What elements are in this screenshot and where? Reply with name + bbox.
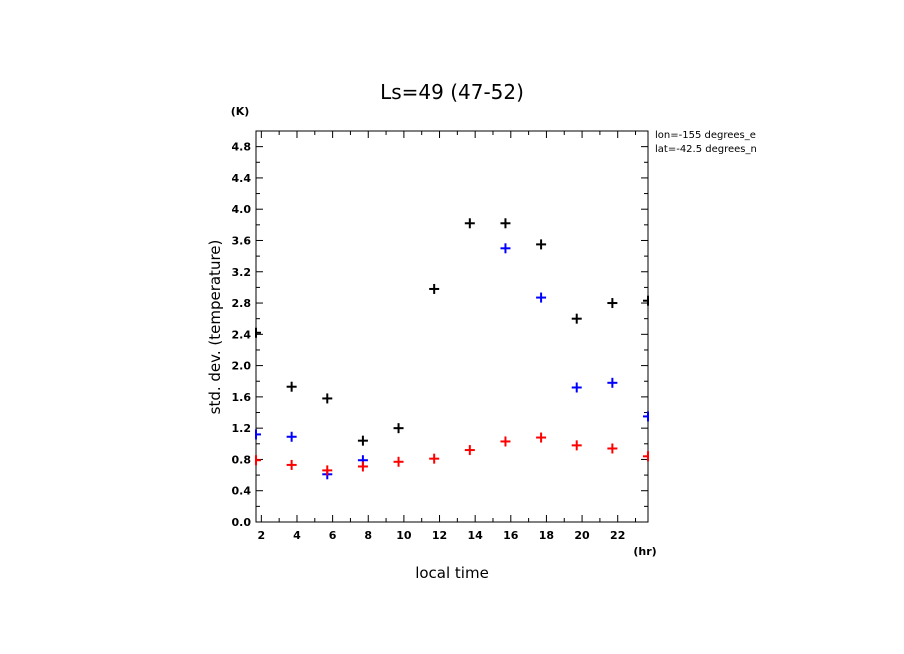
data-point-series-1 [607, 377, 618, 388]
annotation-lon: lon=-155 degrees_e [655, 130, 756, 141]
data-point-series-0 [357, 435, 368, 446]
y-tick-label: 4.0 [232, 203, 252, 216]
data-point-series-1 [536, 292, 547, 303]
x-tick-label: 22 [610, 529, 625, 542]
marks-layer [255, 218, 649, 480]
x-tick-label: 6 [329, 529, 337, 542]
plot-frame [255, 130, 649, 523]
data-point-series-2 [464, 445, 475, 456]
y-tick-label: 0.0 [232, 516, 252, 529]
x-tick-label: 4 [293, 529, 301, 542]
x-tick-label: 8 [364, 529, 372, 542]
data-point-series-0 [607, 298, 618, 309]
data-point-series-2 [571, 440, 582, 451]
y-tick-label: 2.4 [232, 328, 252, 341]
x-tick-label: 2 [258, 529, 266, 542]
data-point-series-0 [536, 239, 547, 250]
data-point-series-2 [643, 451, 649, 462]
data-point-series-2 [429, 453, 440, 464]
y-tick-label: 1.6 [232, 391, 252, 404]
data-point-series-2 [255, 455, 261, 466]
y-tick-label: 4.4 [232, 172, 252, 185]
y-axis-title: std. dev. (temperature) [206, 240, 224, 415]
data-point-series-0 [255, 327, 261, 338]
data-point-series-2 [607, 443, 618, 454]
y-tick-label: 0.4 [232, 485, 252, 498]
y-tick-label: 2.8 [232, 297, 252, 310]
x-tick-label: 16 [503, 529, 519, 542]
annotation-lat: lat=-42.5 degrees_n [655, 144, 757, 155]
y-tick-label: 2.0 [232, 360, 252, 373]
x-tick-label: 18 [539, 529, 554, 542]
x-axis-title: local time [415, 564, 489, 582]
data-point-series-2 [322, 465, 333, 476]
data-point-series-2 [286, 459, 297, 470]
data-point-series-0 [571, 313, 582, 324]
y-tick-label: 3.6 [232, 234, 252, 247]
data-point-series-2 [500, 436, 511, 447]
data-point-series-1 [500, 243, 511, 254]
data-point-series-2 [536, 432, 547, 443]
data-point-series-0 [322, 393, 333, 404]
y-axis-unit: (K) [231, 105, 250, 118]
ticks-layer: 0.0 0.4 0.8 1.2 1.6 2.0 2.4 2.8 3.2 3.6 4.0 4.4 4.8 2… [232, 131, 648, 542]
x-tick-label: 10 [396, 529, 412, 542]
x-tick-label: 14 [468, 529, 484, 542]
data-point-series-2 [393, 456, 404, 467]
data-point-series-1 [255, 429, 261, 440]
data-point-series-0 [393, 423, 404, 434]
data-point-series-1 [571, 382, 582, 393]
x-tick-label: 20 [574, 529, 590, 542]
data-point-series-1 [286, 431, 297, 442]
data-point-series-0 [286, 381, 297, 392]
x-axis-unit: (hr) [633, 545, 656, 558]
data-point-series-0 [500, 218, 511, 229]
data-point-series-0 [464, 218, 475, 229]
chart-title: Ls=49 (47-52) [380, 80, 524, 104]
data-point-series-1 [643, 411, 649, 422]
y-tick-label: 0.8 [232, 453, 252, 466]
y-tick-label: 1.2 [232, 422, 252, 435]
y-tick-label: 3.2 [232, 266, 252, 279]
data-point-series-0 [643, 295, 649, 306]
data-point-series-0 [429, 283, 440, 294]
y-tick-label: 4.8 [232, 141, 252, 154]
data-point-series-2 [357, 461, 368, 472]
x-tick-label: 12 [432, 529, 447, 542]
